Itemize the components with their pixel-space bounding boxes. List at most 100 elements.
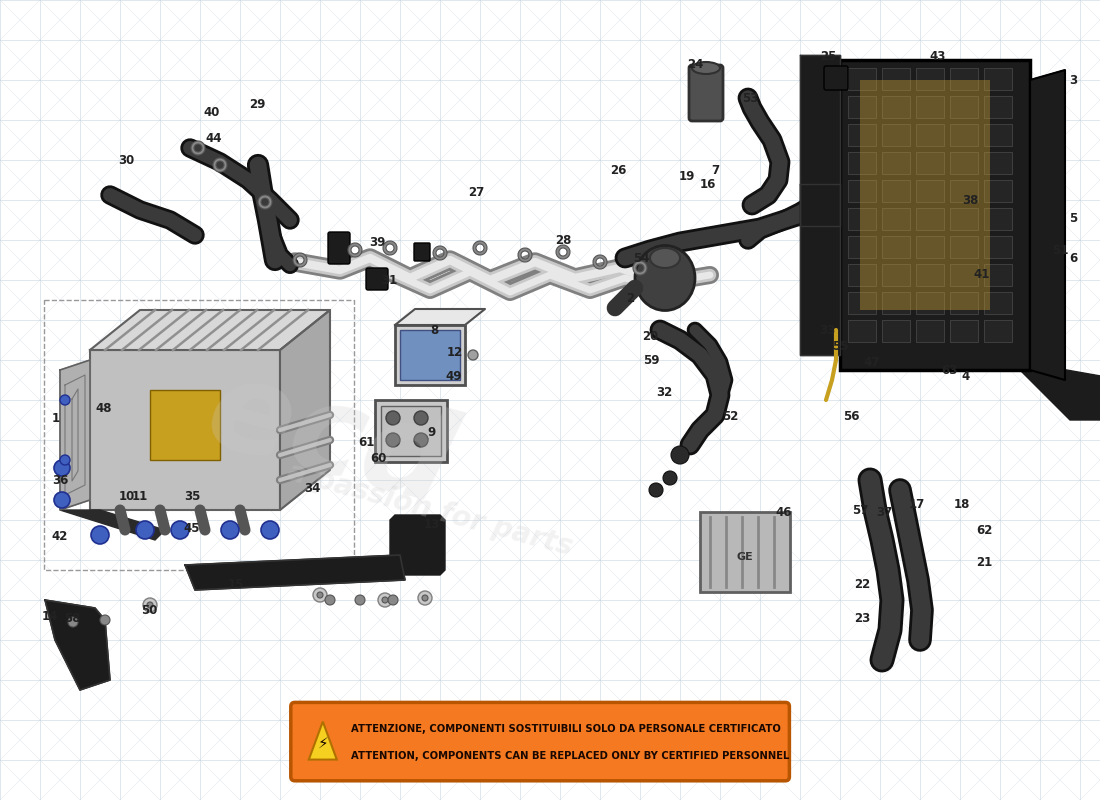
Text: 58: 58: [64, 611, 80, 625]
Text: 42: 42: [52, 530, 68, 542]
FancyBboxPatch shape: [290, 702, 790, 781]
Text: 41: 41: [974, 267, 990, 281]
FancyBboxPatch shape: [950, 124, 978, 146]
Circle shape: [60, 395, 70, 405]
FancyBboxPatch shape: [848, 208, 876, 230]
Text: 48: 48: [96, 402, 112, 414]
Circle shape: [60, 455, 70, 465]
FancyBboxPatch shape: [916, 180, 944, 202]
Text: 60: 60: [370, 451, 386, 465]
FancyBboxPatch shape: [848, 264, 876, 286]
Text: 20: 20: [642, 330, 658, 342]
Text: 33: 33: [818, 323, 835, 337]
FancyBboxPatch shape: [950, 180, 978, 202]
Text: 12: 12: [447, 346, 463, 358]
Text: 24: 24: [686, 58, 703, 70]
FancyBboxPatch shape: [840, 60, 1030, 370]
Text: 4: 4: [961, 370, 970, 383]
Ellipse shape: [650, 248, 680, 268]
Text: 49: 49: [446, 370, 462, 382]
FancyBboxPatch shape: [882, 236, 910, 258]
Text: ATTENZIONE, COMPONENTI SOSTITUIBILI SOLO DA PERSONALE CERTIFICATO: ATTENZIONE, COMPONENTI SOSTITUIBILI SOLO…: [351, 724, 781, 734]
FancyBboxPatch shape: [950, 236, 978, 258]
Text: 28: 28: [554, 234, 571, 246]
FancyBboxPatch shape: [916, 264, 944, 286]
FancyBboxPatch shape: [689, 65, 723, 121]
Circle shape: [468, 350, 478, 360]
Polygon shape: [60, 510, 165, 540]
Text: 38: 38: [961, 194, 978, 206]
Circle shape: [378, 593, 392, 607]
FancyBboxPatch shape: [950, 152, 978, 174]
Circle shape: [386, 411, 400, 425]
FancyBboxPatch shape: [90, 350, 280, 510]
FancyBboxPatch shape: [984, 264, 1012, 286]
FancyBboxPatch shape: [984, 124, 1012, 146]
Text: 62: 62: [976, 523, 992, 537]
Text: 8: 8: [430, 323, 438, 337]
Text: 29: 29: [249, 98, 265, 110]
Text: 59: 59: [642, 354, 659, 367]
Text: 30: 30: [118, 154, 134, 166]
FancyBboxPatch shape: [882, 124, 910, 146]
FancyBboxPatch shape: [882, 96, 910, 118]
Polygon shape: [800, 184, 840, 354]
Ellipse shape: [635, 246, 695, 310]
Text: 46: 46: [776, 506, 792, 518]
Polygon shape: [1030, 70, 1065, 380]
Circle shape: [324, 595, 336, 605]
Text: ⚡: ⚡: [318, 736, 328, 751]
FancyBboxPatch shape: [848, 320, 876, 342]
FancyBboxPatch shape: [824, 66, 848, 90]
FancyBboxPatch shape: [950, 292, 978, 314]
Text: 56: 56: [843, 410, 859, 422]
Circle shape: [414, 411, 428, 425]
FancyBboxPatch shape: [848, 236, 876, 258]
Ellipse shape: [692, 62, 720, 74]
Text: 10: 10: [119, 490, 135, 502]
Text: 50: 50: [141, 603, 157, 617]
FancyBboxPatch shape: [882, 152, 910, 174]
FancyBboxPatch shape: [950, 264, 978, 286]
Circle shape: [68, 617, 78, 627]
FancyBboxPatch shape: [916, 320, 944, 342]
FancyBboxPatch shape: [375, 400, 447, 462]
Circle shape: [54, 460, 70, 476]
Circle shape: [649, 483, 663, 497]
Circle shape: [414, 433, 428, 447]
Text: 15: 15: [228, 578, 244, 591]
FancyBboxPatch shape: [328, 232, 350, 264]
Text: 23: 23: [854, 611, 870, 625]
FancyBboxPatch shape: [882, 180, 910, 202]
FancyBboxPatch shape: [848, 152, 876, 174]
Circle shape: [671, 446, 689, 464]
Polygon shape: [45, 600, 110, 690]
Text: 16: 16: [700, 178, 716, 190]
Text: 32: 32: [656, 386, 672, 398]
FancyBboxPatch shape: [916, 152, 944, 174]
Polygon shape: [309, 722, 337, 760]
FancyBboxPatch shape: [916, 208, 944, 230]
Text: 51: 51: [1052, 243, 1068, 257]
Circle shape: [170, 521, 189, 539]
Text: 14: 14: [42, 610, 58, 623]
FancyBboxPatch shape: [860, 80, 990, 310]
FancyBboxPatch shape: [916, 292, 944, 314]
Text: 39: 39: [368, 235, 385, 249]
FancyBboxPatch shape: [984, 152, 1012, 174]
FancyBboxPatch shape: [848, 96, 876, 118]
FancyBboxPatch shape: [950, 68, 978, 90]
FancyBboxPatch shape: [848, 180, 876, 202]
Text: 53: 53: [741, 91, 758, 105]
Text: 54: 54: [632, 251, 649, 265]
Polygon shape: [395, 309, 485, 325]
Text: 31: 31: [381, 274, 397, 286]
Text: 2: 2: [626, 291, 634, 305]
Text: 21: 21: [976, 555, 992, 569]
FancyBboxPatch shape: [882, 208, 910, 230]
Circle shape: [388, 595, 398, 605]
FancyBboxPatch shape: [950, 208, 978, 230]
Text: 47: 47: [864, 355, 880, 369]
FancyBboxPatch shape: [916, 96, 944, 118]
FancyBboxPatch shape: [916, 236, 944, 258]
